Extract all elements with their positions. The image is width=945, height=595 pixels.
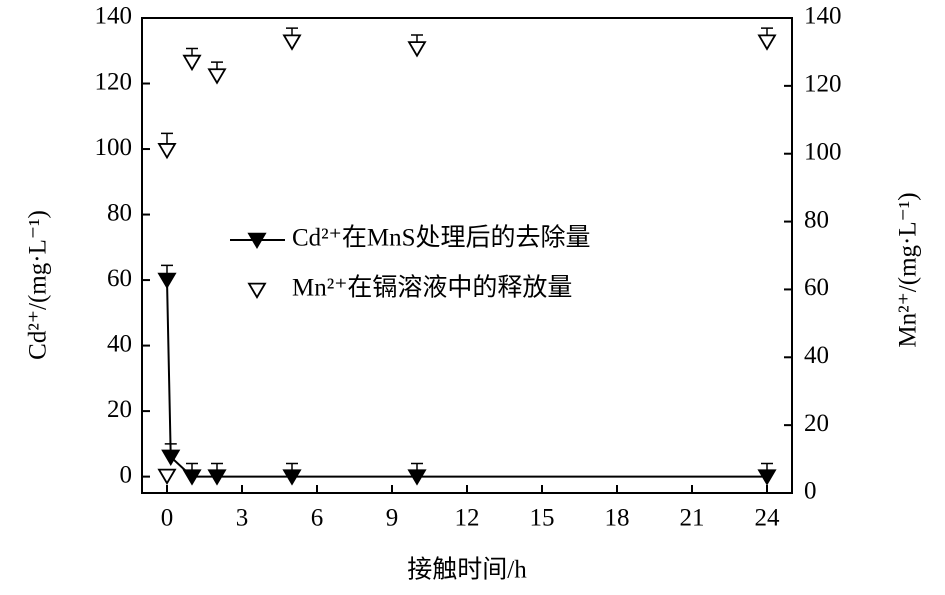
marker — [157, 143, 177, 160]
error-bar — [411, 462, 423, 470]
error-bar — [761, 27, 773, 35]
y-tick-label: 60 — [107, 265, 132, 292]
error-bar — [286, 27, 298, 35]
y-tick-label: 40 — [107, 330, 132, 357]
y2-axis-label: Mn²⁺/(mg·L⁻¹) — [895, 192, 922, 347]
x-tick-label: 0 — [161, 505, 174, 532]
marker — [157, 468, 177, 486]
marker — [757, 469, 777, 486]
marker — [407, 41, 427, 58]
x-tick-label: 6 — [311, 505, 324, 532]
x-tick-label: 3 — [236, 505, 249, 532]
x-axis-label: 接触时间/h — [407, 556, 527, 584]
x-tick-label: 21 — [680, 505, 705, 532]
marker — [182, 54, 202, 72]
y2-tick-label: 20 — [804, 410, 829, 437]
legend-label: Mn²⁺在镉溶液中的释放量 — [292, 274, 572, 302]
x-tick-label: 15 — [530, 505, 555, 532]
y2-tick-label: 80 — [804, 206, 829, 233]
y2-tick-label: 140 — [804, 3, 842, 30]
y-tick-label: 140 — [95, 3, 133, 30]
y-axis-label: Cd²⁺/(mg·L⁻¹) — [25, 210, 52, 360]
x-tick-label: 24 — [755, 505, 781, 532]
marker — [757, 34, 777, 51]
error-bar — [411, 34, 423, 42]
marker — [282, 34, 302, 51]
marker — [161, 449, 181, 466]
y2-tick-label: 100 — [804, 138, 842, 165]
legend-marker — [247, 232, 267, 249]
error-bar — [161, 264, 173, 274]
marker — [282, 469, 302, 486]
y-tick-label: 20 — [107, 396, 132, 423]
error-bar — [211, 61, 223, 69]
error-bar — [186, 462, 198, 470]
marker — [182, 469, 202, 486]
legend-marker — [247, 282, 267, 299]
y2-tick-label: 60 — [804, 274, 829, 301]
y2-tick-label: 120 — [804, 71, 842, 98]
error-bar — [761, 462, 773, 470]
y-tick-label: 0 — [120, 461, 133, 488]
marker — [207, 68, 227, 85]
plot-frame — [141, 17, 793, 494]
x-tick-label: 18 — [605, 505, 630, 532]
y2-tick-label: 0 — [804, 478, 817, 505]
x-tick-label: 12 — [455, 505, 480, 532]
y-tick-label: 80 — [107, 199, 132, 226]
error-bar — [186, 47, 198, 56]
y2-tick-label: 40 — [804, 342, 829, 369]
y-tick-label: 100 — [95, 134, 133, 161]
x-tick-label: 9 — [386, 505, 399, 532]
error-bar — [164, 443, 177, 450]
error-bar — [286, 462, 298, 470]
marker — [407, 469, 427, 486]
series-line — [166, 280, 767, 478]
legend-label: Cd²⁺在MnS处理后的去除量 — [292, 224, 591, 252]
marker — [157, 272, 177, 290]
marker — [207, 469, 227, 486]
y-tick-label: 120 — [95, 68, 133, 95]
error-bar — [161, 132, 173, 144]
error-bar — [211, 462, 223, 470]
